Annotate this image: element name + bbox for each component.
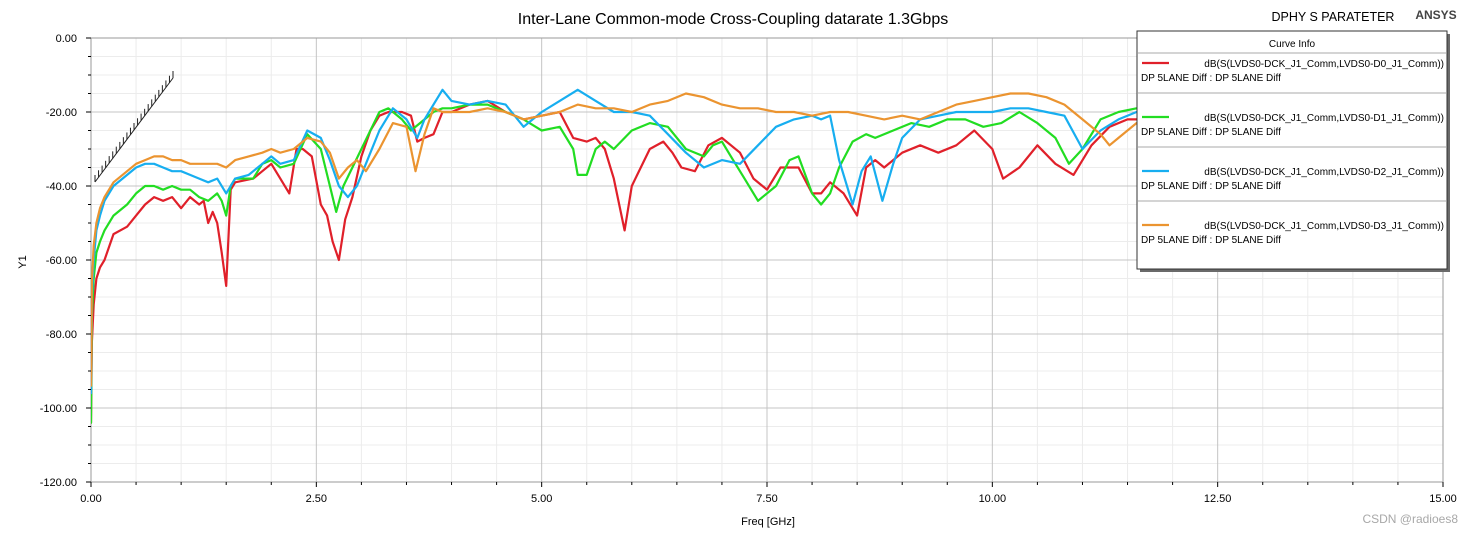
legend-entry-name-3: dB(S(LVDS0-DCK_J1_Comm,LVDS0-D3_J1_Comm)… <box>1204 221 1444 232</box>
project-label: DPHY S PARATETER <box>1272 10 1395 24</box>
axis-ticks <box>86 37 1444 487</box>
y-tick-label: -60.00 <box>46 255 77 267</box>
legend-entry-name-2: dB(S(LVDS0-DCK_J1_Comm,LVDS0-D2_J1_Comm)… <box>1204 167 1444 178</box>
limit-hatch-marker <box>94 71 174 183</box>
legend-box[interactable]: Curve Info dB(S(LVDS0-DCK_J1_Comm,LVDS0-… <box>1136 30 1450 272</box>
y-axis-label: Y1 <box>17 255 29 268</box>
x-axis-label: Freq [GHz] <box>741 516 795 528</box>
series-line-2 <box>91 88 1138 395</box>
series-layer <box>91 88 1138 424</box>
y-tick-label: 0.00 <box>56 33 77 45</box>
y-tick-label: -120.00 <box>40 477 77 489</box>
x-tick-label: 15.00 <box>1429 493 1457 505</box>
x-tick-labels: 0.00 2.50 5.00 7.50 10.00 12.50 15.00 <box>80 493 1456 505</box>
legend-entry-name-1: dB(S(LVDS0-DCK_J1_Comm,LVDS0-D1_J1_Comm)… <box>1204 113 1444 124</box>
legend-entry-name-0: dB(S(LVDS0-DCK_J1_Comm,LVDS0-D0_J1_Comm)… <box>1204 59 1444 70</box>
series-line-3 <box>91 92 1138 387</box>
y-tick-label: -80.00 <box>46 329 77 341</box>
watermark: CSDN @radioes8 <box>1362 512 1458 526</box>
x-tick-label: 10.00 <box>979 493 1007 505</box>
y-tick-label: -40.00 <box>46 181 77 193</box>
x-tick-label: 2.50 <box>306 493 327 505</box>
series-line-1 <box>91 103 1138 424</box>
legend-title: Curve Info <box>1269 39 1316 50</box>
legend-entry-sub-1: DP 5LANE Diff : DP 5LANE Diff <box>1141 127 1281 138</box>
legend-panel <box>1136 30 1448 270</box>
y-tick-labels: 0.00 -20.00 -40.00 -60.00 -80.00 -100.00 -120.… <box>40 33 77 489</box>
x-tick-label: 5.00 <box>531 493 552 505</box>
x-tick-label: 12.50 <box>1204 493 1232 505</box>
x-tick-label: 7.50 <box>756 493 777 505</box>
legend-entries: dB(S(LVDS0-DCK_J1_Comm,LVDS0-D0_J1_Comm)… <box>1138 59 1446 246</box>
legend-entry-sub-0: DP 5LANE Diff : DP 5LANE Diff <box>1141 73 1281 84</box>
y-tick-label: -100.00 <box>40 403 77 415</box>
legend-entry-sub-3: DP 5LANE Diff : DP 5LANE Diff <box>1141 235 1281 246</box>
ansys-logo: ANSYS <box>1415 8 1456 22</box>
x-tick-label: 0.00 <box>80 493 101 505</box>
y-tick-label: -20.00 <box>46 107 77 119</box>
legend-entry-sub-2: DP 5LANE Diff : DP 5LANE Diff <box>1141 181 1281 192</box>
chart-title: Inter-Lane Common-mode Cross-Coupling da… <box>518 11 948 28</box>
